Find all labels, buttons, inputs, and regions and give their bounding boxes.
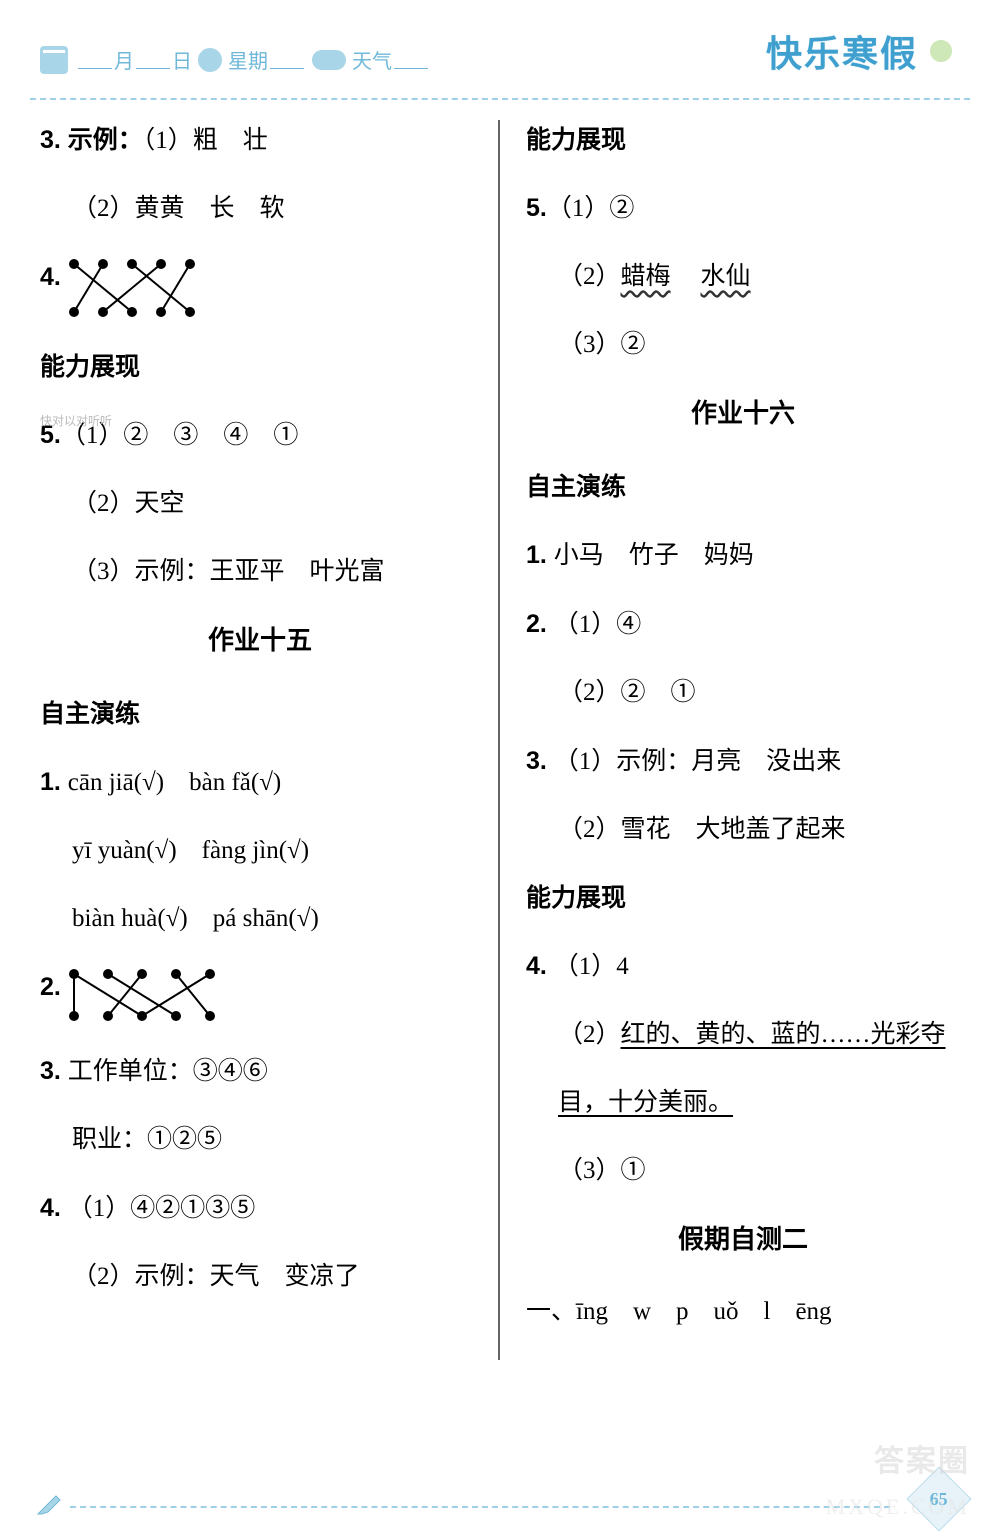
- hw15-title: 作业十五: [40, 620, 480, 662]
- weather-blank: [394, 51, 428, 69]
- r-q1-text: 小马 竹子 妈妈: [554, 542, 754, 569]
- cloud-icon: [312, 50, 346, 70]
- r-q4-3: （3）①: [526, 1151, 960, 1191]
- date-weather-bar: 月 日 星期 天气: [40, 45, 430, 74]
- content-columns: 3. 示例：（1）粗 壮 （2）黄黄 长 软 4. 能力展现 快对以对听听 5.…: [0, 110, 1000, 1360]
- r-q5-2b: 蜡梅: [621, 263, 671, 290]
- r-q5-lead: 5.: [526, 194, 547, 222]
- r-q4-2c-wrap: 目，十分美丽。: [526, 1083, 960, 1123]
- l-section-self: 自主演练: [40, 694, 480, 734]
- l-q1-a: cān jiā(√) bàn fǎ(√): [68, 769, 281, 796]
- r-one: 一、īng w p uǒ l ēng: [526, 1292, 960, 1332]
- l-q3b-text: 工作单位：③④⑥: [68, 1058, 268, 1085]
- hw16-title: 作业十六: [526, 393, 960, 435]
- r-section-ability2: 能力展现: [526, 878, 960, 918]
- matching-diagram-2: [67, 967, 217, 1023]
- calendar-icon: [40, 46, 68, 74]
- r-q4: 4. （1）4: [526, 946, 960, 987]
- weather-label: 天气: [352, 45, 392, 74]
- r-q5-2c: 水仙: [701, 263, 751, 290]
- r-q4-2a: （2）: [558, 1021, 621, 1048]
- matching-diagram-1: [67, 257, 197, 319]
- r-section-ability: 能力展现: [526, 120, 960, 160]
- r-q3-sub: （2）雪花 大地盖了起来: [526, 810, 960, 850]
- moon-icon: [198, 48, 222, 72]
- month-blank: [78, 51, 112, 69]
- r-q4-2: （2）红的、黄的、蓝的……光彩夺: [526, 1015, 960, 1055]
- l-q4b: 4. （1）④②①③⑤: [40, 1188, 480, 1229]
- r-q2-text: （1）④: [554, 611, 642, 638]
- l-q4-lead: 4.: [40, 257, 61, 297]
- l-q2: 2.: [40, 967, 480, 1023]
- r-q4-2b: 红的、黄的、蓝的……光彩夺: [621, 1021, 946, 1048]
- day-label: 日: [172, 45, 192, 74]
- l-section-ability-text: 能力展现: [40, 353, 140, 381]
- r-q3: 3. （1）示例：月亮 没出来: [526, 741, 960, 782]
- l-q3-2: （2）黄黄 长 软: [40, 189, 480, 229]
- sun-icon: [922, 32, 960, 70]
- pen-icon: [34, 1488, 64, 1518]
- l-q1-c: biàn huà(√) pá shān(√): [40, 899, 480, 939]
- l-q2-lead: 2.: [40, 967, 61, 1007]
- r-q2: 2. （1）④: [526, 604, 960, 645]
- left-column: 3. 示例：（1）粗 壮 （2）黄黄 长 软 4. 能力展现 快对以对听听 5.…: [40, 120, 500, 1360]
- r-q2-sub: （2）② ①: [526, 673, 960, 713]
- page-header: 月 日 星期 天气 快乐寒假: [30, 0, 970, 100]
- right-column: 能力展现 5.（1）② （2）蜡梅水仙 （3）② 作业十六 自主演练 1. 小马…: [500, 120, 960, 1360]
- page-title: 快乐寒假: [766, 25, 918, 77]
- watermark-1: 答案圈: [874, 1436, 970, 1480]
- l-q4: 4.: [40, 257, 480, 319]
- l-q3-1: （1）粗 壮: [143, 127, 268, 154]
- l-q3: 3. 示例：（1）粗 壮: [40, 120, 480, 161]
- l-q1-b: yī yuàn(√) fàng jìn(√): [40, 831, 480, 871]
- r-q5-1: （1）②: [547, 195, 635, 222]
- smudge-text: 快对以对听听: [40, 412, 112, 431]
- r-q4-2c: 目，十分美丽。: [558, 1089, 733, 1116]
- weekday-label: 星期: [228, 45, 268, 74]
- l-q3b: 3. 工作单位：③④⑥: [40, 1051, 480, 1092]
- r-q5-3: （3）②: [526, 325, 960, 365]
- header-title-wrap: 快乐寒假: [766, 25, 960, 77]
- l-q3b-sub: 职业：①②⑤: [40, 1120, 480, 1160]
- r-q3-text: （1）示例：月亮 没出来: [554, 748, 842, 775]
- l-q5-3: （3）示例：王亚平 叶光富: [40, 552, 480, 592]
- r-q4-text: （1）4: [554, 953, 629, 980]
- l-q1-lead: 1.: [40, 768, 68, 796]
- l-q1: 1. cān jiā(√) bàn fǎ(√): [40, 762, 480, 803]
- l-q4b-text: （1）④②①③⑤: [68, 1195, 256, 1222]
- footer-divider: [70, 1506, 890, 1508]
- r-q5-2: （2）蜡梅 水仙: [526, 257, 960, 297]
- day-blank: [136, 51, 170, 69]
- watermark-2: MXQE.COM: [826, 1494, 970, 1520]
- weekday-blank: [270, 51, 304, 69]
- r-section-self: 自主演练: [526, 467, 960, 507]
- r-q1: 1. 小马 竹子 妈妈: [526, 535, 960, 576]
- l-q5-2: （2）天空: [40, 484, 480, 524]
- r-q5: 5.（1）②: [526, 188, 960, 229]
- l-section-ability: 能力展现: [40, 347, 480, 387]
- test2-title: 假期自测二: [526, 1219, 960, 1261]
- l-q4b-sub: （2）示例：天气 变凉了: [40, 1257, 480, 1297]
- l-q3-lead: 3. 示例：: [40, 126, 143, 154]
- r-q5-2a: （2）: [558, 263, 621, 290]
- month-label: 月: [114, 45, 134, 74]
